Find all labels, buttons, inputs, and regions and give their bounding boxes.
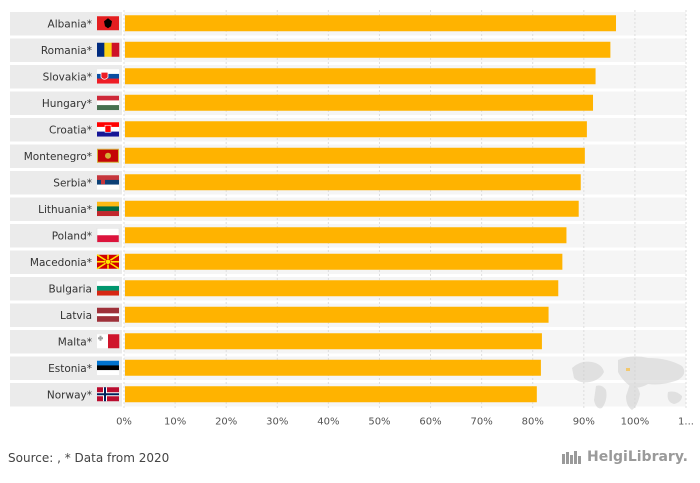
lithuania-flag [97,201,119,217]
world-map-icon [572,356,685,410]
library-icon [562,451,581,464]
source-note: Source: , * Data from 2020 [8,451,170,465]
label-band [10,171,122,195]
croatia-flag [97,122,119,137]
label-band [10,144,122,168]
norway-flag [97,387,119,402]
bar [125,94,594,111]
x-tick-label: 10% [164,417,186,428]
x-tick-label: 40% [317,417,339,428]
bar [125,227,567,244]
category-label: Malta* [58,336,92,348]
category-label: Albania* [48,18,92,30]
label-band [10,12,122,36]
category-label: Poland* [52,230,92,242]
albania-flag [97,16,119,31]
category-label: Croatia* [49,124,92,136]
label-band [10,38,122,62]
helgi-library-logo: HelgiLibrary. [561,449,688,465]
x-tick-label: 20% [215,417,237,428]
bar [125,333,542,350]
malta-flag [97,334,120,349]
label-band [10,65,122,89]
category-label: Slovakia* [43,71,92,83]
category-label: Lithuania* [38,204,92,216]
category-label: Romania* [41,45,92,57]
flags [96,16,120,402]
bar [125,68,596,85]
bar [125,200,579,217]
bar [125,41,611,58]
bar [125,253,563,270]
x-tick-label: 0% [116,417,132,428]
label-band [10,356,122,380]
bar [125,15,617,32]
category-label: Macedonia* [30,257,92,269]
poland-flag [96,228,120,243]
category-label: Bulgaria [48,283,92,295]
latvia-flag [97,307,119,322]
category-label: Serbia* [53,177,92,189]
x-tick-label: 60% [419,417,441,428]
hungary-flag [97,95,119,111]
bar-chart: Albania* Romania* Slovakia* Hungary* Croatia… [10,10,694,428]
label-band [10,118,122,142]
x-tick-label: 100% [621,417,650,428]
label-band [10,197,122,221]
brand-name: HelgiLibrary. [587,449,688,465]
label-band [10,383,122,407]
x-tick-label: 1... [678,417,694,428]
label-band [10,91,122,115]
estonia-flag [97,360,119,376]
x-tick-label: 90% [573,417,595,428]
serbia-flag [97,175,119,190]
x-axis-ticks: 0% 10% 20% 30% 40% 50% 60% 70% 80% 90% 100% 1... [116,417,694,428]
bar [125,306,549,323]
bar [125,121,587,138]
x-tick-label: 50% [368,417,390,428]
category-label: Estonia* [48,363,92,375]
bar [125,386,537,403]
slovakia-flag [97,69,119,84]
montenegro-flag [97,148,119,163]
romania-flag [97,42,120,57]
label-band [10,224,122,248]
category-label: Latvia [60,310,92,322]
macedonia-flag [96,254,120,270]
x-tick-label: 80% [522,417,544,428]
bar [125,280,559,297]
label-band [10,250,122,274]
category-label: Montenegro* [24,151,92,163]
label-band [10,277,122,301]
category-label: Hungary* [42,98,92,110]
bulgaria-flag [97,281,119,296]
label-band [10,330,122,354]
x-tick-label: 70% [471,417,493,428]
bar [125,359,541,376]
category-label: Norway* [47,389,92,401]
x-tick-label: 30% [266,417,288,428]
bar [125,147,585,164]
category-labels: Albania* Romania* Slovakia* Hungary* Croatia… [24,18,92,401]
bar [125,174,581,191]
label-band [10,303,122,327]
bars [125,15,617,403]
